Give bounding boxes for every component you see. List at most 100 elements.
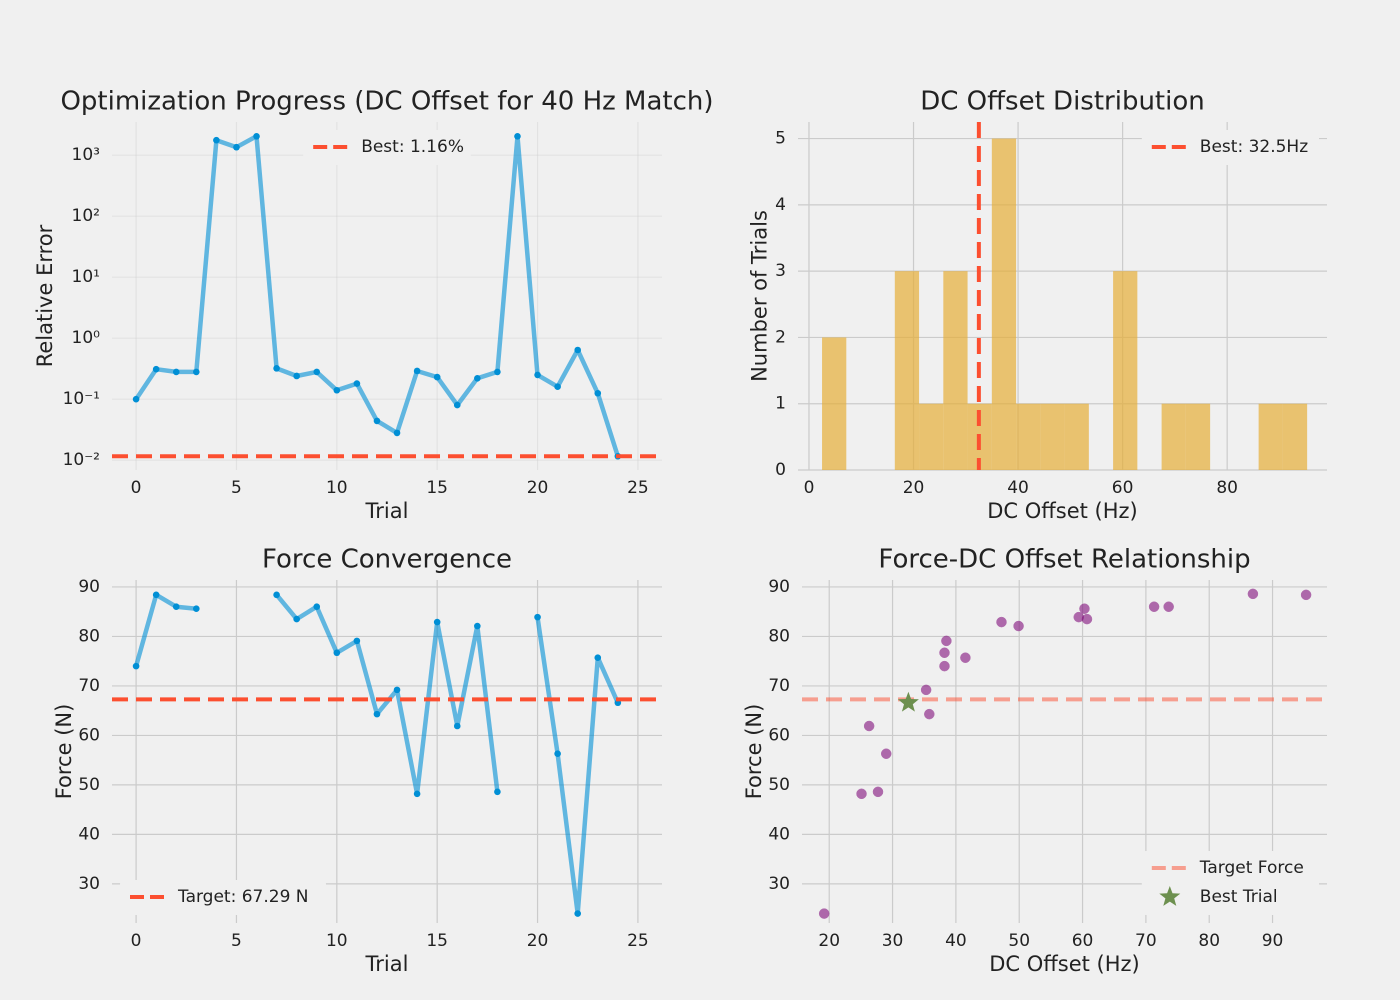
x-tick-label: 0 <box>131 931 142 951</box>
x-tick-label: 0 <box>131 478 142 498</box>
legend-label: Best: 1.16% <box>361 137 464 157</box>
subplot-title: Optimization Progress (DC Offset for 40 … <box>60 87 713 117</box>
legend-swatch <box>1159 886 1181 906</box>
point-marker <box>333 386 341 394</box>
point-marker <box>152 591 160 599</box>
point-marker <box>453 722 461 730</box>
x-tick-label: 20 <box>818 931 840 951</box>
legend-frame <box>1141 851 1319 915</box>
legend-label: Target: 67.29 N <box>177 887 309 907</box>
point-marker <box>494 788 501 796</box>
histogram-bar <box>822 337 847 470</box>
y-tick-label: 90 <box>78 577 100 597</box>
histogram-bar <box>1040 403 1065 470</box>
x-tick-label: 10 <box>326 931 348 951</box>
y-axis-label: Force (N) <box>52 704 76 800</box>
legend: Best: 1.16% <box>303 130 471 165</box>
x-tick-label: 40 <box>945 931 967 951</box>
legend-label: Best: 32.5Hz <box>1200 137 1308 157</box>
point-marker <box>433 373 441 381</box>
y-axis-label: Force (N) <box>742 704 766 800</box>
subplot: 10⁻² 10⁻¹ 10⁰ 10¹ 10² 10³ 0 5 10 15 20 25 Optimizati… <box>33 87 714 524</box>
histogram-bar <box>1064 403 1089 470</box>
point-marker <box>554 750 561 758</box>
y-tick-label: 60 <box>768 725 790 745</box>
point-marker <box>293 372 300 380</box>
point-marker <box>273 591 280 599</box>
x-tick-label: 60 <box>1072 931 1094 951</box>
y-tick-label: 1 <box>775 394 786 414</box>
scatter-point <box>880 748 892 759</box>
point-marker <box>534 371 541 379</box>
scatter-point <box>960 652 971 663</box>
point-marker <box>393 686 401 694</box>
histogram-bar <box>943 271 968 470</box>
point-marker <box>433 618 441 626</box>
x-axis-label: DC Offset (Hz) <box>987 499 1137 523</box>
scatter-point <box>856 788 867 800</box>
y-tick-label: 10² <box>72 206 100 226</box>
x-tick-label: 30 <box>882 931 904 951</box>
scatter-point <box>941 635 952 647</box>
point-marker <box>594 389 602 397</box>
histogram-bar <box>1161 403 1186 470</box>
x-tick-label: 40 <box>1007 478 1029 498</box>
y-tick-label: 10⁰ <box>72 328 101 348</box>
subplot: 30 40 50 60 70 80 90 20 30 40 50 60 70 80 90 Force-DC O… <box>742 545 1327 976</box>
scatter-point <box>939 647 950 659</box>
y-tick-label: 80 <box>768 626 790 646</box>
point-marker <box>574 346 581 354</box>
y-tick-label: 80 <box>78 626 100 646</box>
x-tick-label: 25 <box>627 478 649 498</box>
y-tick-label: 5 <box>775 129 786 149</box>
point-marker <box>474 374 481 382</box>
scatter-point <box>1013 620 1024 632</box>
legend-frame <box>303 130 471 165</box>
scatter-point <box>1163 601 1174 612</box>
x-axis-label: DC Offset (Hz) <box>989 952 1139 976</box>
point-marker <box>172 368 180 376</box>
point-marker <box>132 395 140 403</box>
y-tick-label: 30 <box>78 874 100 894</box>
scatter-point <box>863 720 875 732</box>
scatter-point <box>1081 613 1093 625</box>
x-tick-label: 80 <box>1216 478 1238 498</box>
scatter-point <box>1079 603 1090 614</box>
legend-label: Best Trial <box>1200 887 1278 907</box>
histogram-bar <box>894 271 920 470</box>
point-marker <box>213 136 220 144</box>
x-tick-label: 0 <box>804 478 815 498</box>
point-marker <box>253 132 260 140</box>
point-marker <box>152 365 160 373</box>
point-marker <box>393 429 401 437</box>
point-marker <box>534 613 541 621</box>
legend: Best: 32.5Hz <box>1141 130 1319 165</box>
y-tick-label: 70 <box>78 676 100 696</box>
scatter-point <box>818 908 830 919</box>
x-tick-label: 20 <box>527 931 549 951</box>
star-marker <box>897 691 919 712</box>
y-tick-label: 3 <box>775 261 786 281</box>
y-tick-label: 10⁻¹ <box>63 389 100 409</box>
point-marker <box>193 368 200 376</box>
subplot: 0 1 2 3 4 5 0 20 40 60 80 DC Offset Distribution DC … <box>748 87 1327 523</box>
y-tick-label: 4 <box>775 195 786 215</box>
point-marker <box>373 710 381 718</box>
histogram-bar <box>1185 403 1211 470</box>
point-marker <box>353 380 361 387</box>
point-marker <box>293 615 300 623</box>
y-tick-label: 50 <box>768 775 790 795</box>
histogram-bar <box>1016 403 1041 470</box>
x-tick-label: 60 <box>1112 478 1134 498</box>
x-tick-label: 25 <box>627 931 649 951</box>
x-tick-label: 70 <box>1135 931 1157 951</box>
scatter-point <box>1247 588 1259 600</box>
point-marker <box>313 368 321 376</box>
x-tick-label: 5 <box>231 931 242 951</box>
point-marker <box>353 637 361 645</box>
y-axis-label: Number of Trials <box>748 210 772 382</box>
x-tick-label: 90 <box>1262 931 1284 951</box>
y-tick-label: 70 <box>768 676 790 696</box>
